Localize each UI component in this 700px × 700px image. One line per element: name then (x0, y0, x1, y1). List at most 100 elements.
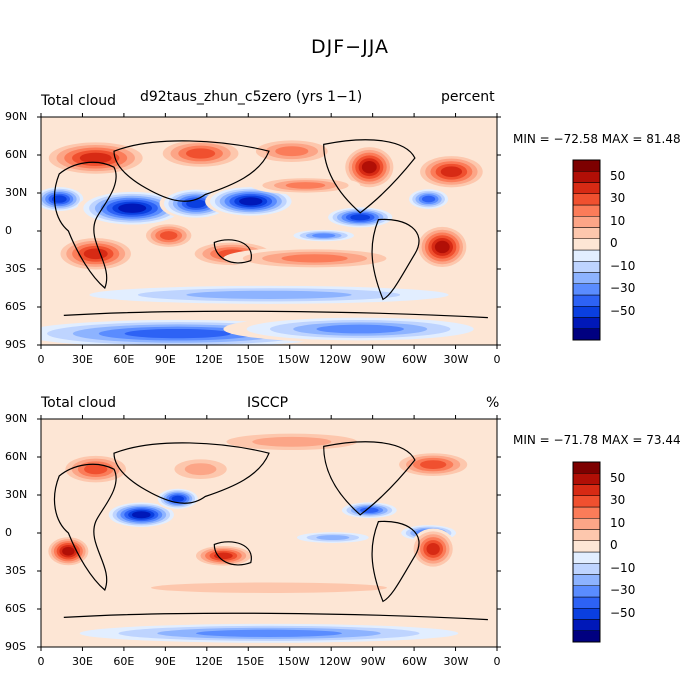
colorbar-swatch (572, 216, 601, 228)
colorbar-swatch (572, 619, 601, 631)
colorbar-swatch (572, 283, 601, 296)
contour-region (281, 254, 348, 263)
colorbar-label: 30 (610, 493, 626, 508)
lat-label: 60S (5, 300, 26, 313)
panel1-map (41, 117, 497, 345)
colorbar-swatch (572, 461, 601, 474)
lon-label: 0 (37, 353, 45, 366)
colorbar-swatch (572, 630, 601, 643)
contour-region (84, 464, 108, 475)
contour-region (186, 199, 206, 208)
lon-label: 60W (402, 353, 427, 366)
contour-region (83, 248, 108, 260)
contour-region (285, 182, 326, 189)
colorbar-swatch (572, 518, 601, 530)
coastline (213, 541, 252, 566)
lat-label: 30S (5, 564, 26, 577)
lon-label: 0 (493, 353, 501, 366)
contour-region (350, 214, 371, 221)
coastline (371, 218, 420, 301)
lon-label: 120E (194, 655, 223, 668)
lon-label: 150E (236, 353, 265, 366)
lat-label: 90N (5, 412, 28, 425)
contour-region (421, 195, 436, 203)
lon-label: 90E (154, 655, 176, 668)
lat-label: 90N (5, 110, 28, 123)
panel1-title-right: percent (441, 89, 495, 105)
lat-label: 30N (5, 186, 28, 199)
colorbar-swatch (572, 473, 601, 485)
lon-label: 30W (443, 353, 469, 366)
colorbar-swatch (572, 484, 601, 496)
colorbar-swatch (572, 182, 601, 194)
lat-label: 0 (5, 224, 12, 237)
lon-label: 30W (443, 655, 469, 668)
contour-region (316, 535, 350, 541)
colorbar-swatch (572, 159, 601, 172)
colorbar-swatch (572, 540, 601, 553)
panel2-title-right: % (486, 395, 500, 411)
lon-label: 120W (319, 655, 352, 668)
contour-region (131, 511, 151, 519)
contour-region (186, 148, 216, 159)
colorbar-frame (572, 159, 601, 341)
colorbar-label: 50 (610, 470, 626, 485)
colorbar-label: −50 (610, 303, 636, 318)
contour-region (420, 460, 447, 469)
lon-label: 90E (154, 353, 176, 366)
lat-label: 30S (5, 262, 26, 275)
colorbar-swatch (572, 204, 601, 217)
lon-label: 90W (360, 353, 386, 366)
contour-region (434, 240, 450, 254)
lon-label: 30E (71, 655, 93, 668)
colorbar-swatch (572, 306, 601, 318)
panel2-map (41, 419, 497, 647)
colorbar-swatch (572, 551, 601, 564)
colorbar-label: −10 (610, 560, 636, 575)
colorbar-label: −30 (610, 281, 636, 296)
lat-label: 0 (5, 526, 12, 539)
lon-label: 0 (37, 655, 45, 668)
contour-region (79, 152, 112, 164)
colorbar-swatch (572, 563, 601, 575)
colorbar-label: 0 (610, 538, 618, 553)
coastline (213, 239, 252, 264)
lat-label: 60N (5, 148, 28, 161)
lon-label: 150W (277, 353, 310, 366)
lat-label: 90S (5, 338, 26, 351)
lon-label: 120W (319, 353, 352, 366)
contour-region (312, 233, 336, 238)
panel2-title-center: ISCCP (247, 395, 289, 411)
colorbar-swatch (572, 506, 601, 519)
contour-region (151, 582, 387, 593)
lat-label: 60N (5, 450, 28, 463)
contour-region (316, 324, 404, 334)
lat-label: 90S (5, 640, 26, 653)
lon-label: 0 (493, 655, 501, 668)
colorbar-frame (572, 461, 601, 643)
colorbar-swatch (572, 261, 601, 273)
coastline (53, 161, 117, 289)
panel1-title-center: d92taus_zhun_c5zero (yrs 1−1) (140, 89, 363, 105)
contour-region (171, 495, 184, 502)
colorbar-swatch (572, 294, 601, 307)
colorbar-swatch (572, 608, 601, 620)
colorbar-swatch (572, 317, 601, 329)
colorbar-swatch (572, 596, 601, 609)
colorbar-label: −30 (610, 583, 636, 598)
lon-label: 120E (194, 353, 223, 366)
contour-region (184, 463, 217, 476)
colorbar-label: 50 (610, 168, 626, 183)
colorbar-label: 10 (610, 515, 626, 530)
contour-region (426, 542, 440, 555)
coastline (63, 310, 488, 319)
colorbar-label: 30 (610, 191, 626, 206)
lon-label: 90W (360, 655, 386, 668)
coastline (323, 441, 416, 516)
contour-region (196, 629, 342, 637)
coastline (113, 140, 270, 202)
contour-region (186, 290, 352, 299)
colorbar-swatch (572, 249, 601, 262)
contour-region (51, 195, 67, 203)
